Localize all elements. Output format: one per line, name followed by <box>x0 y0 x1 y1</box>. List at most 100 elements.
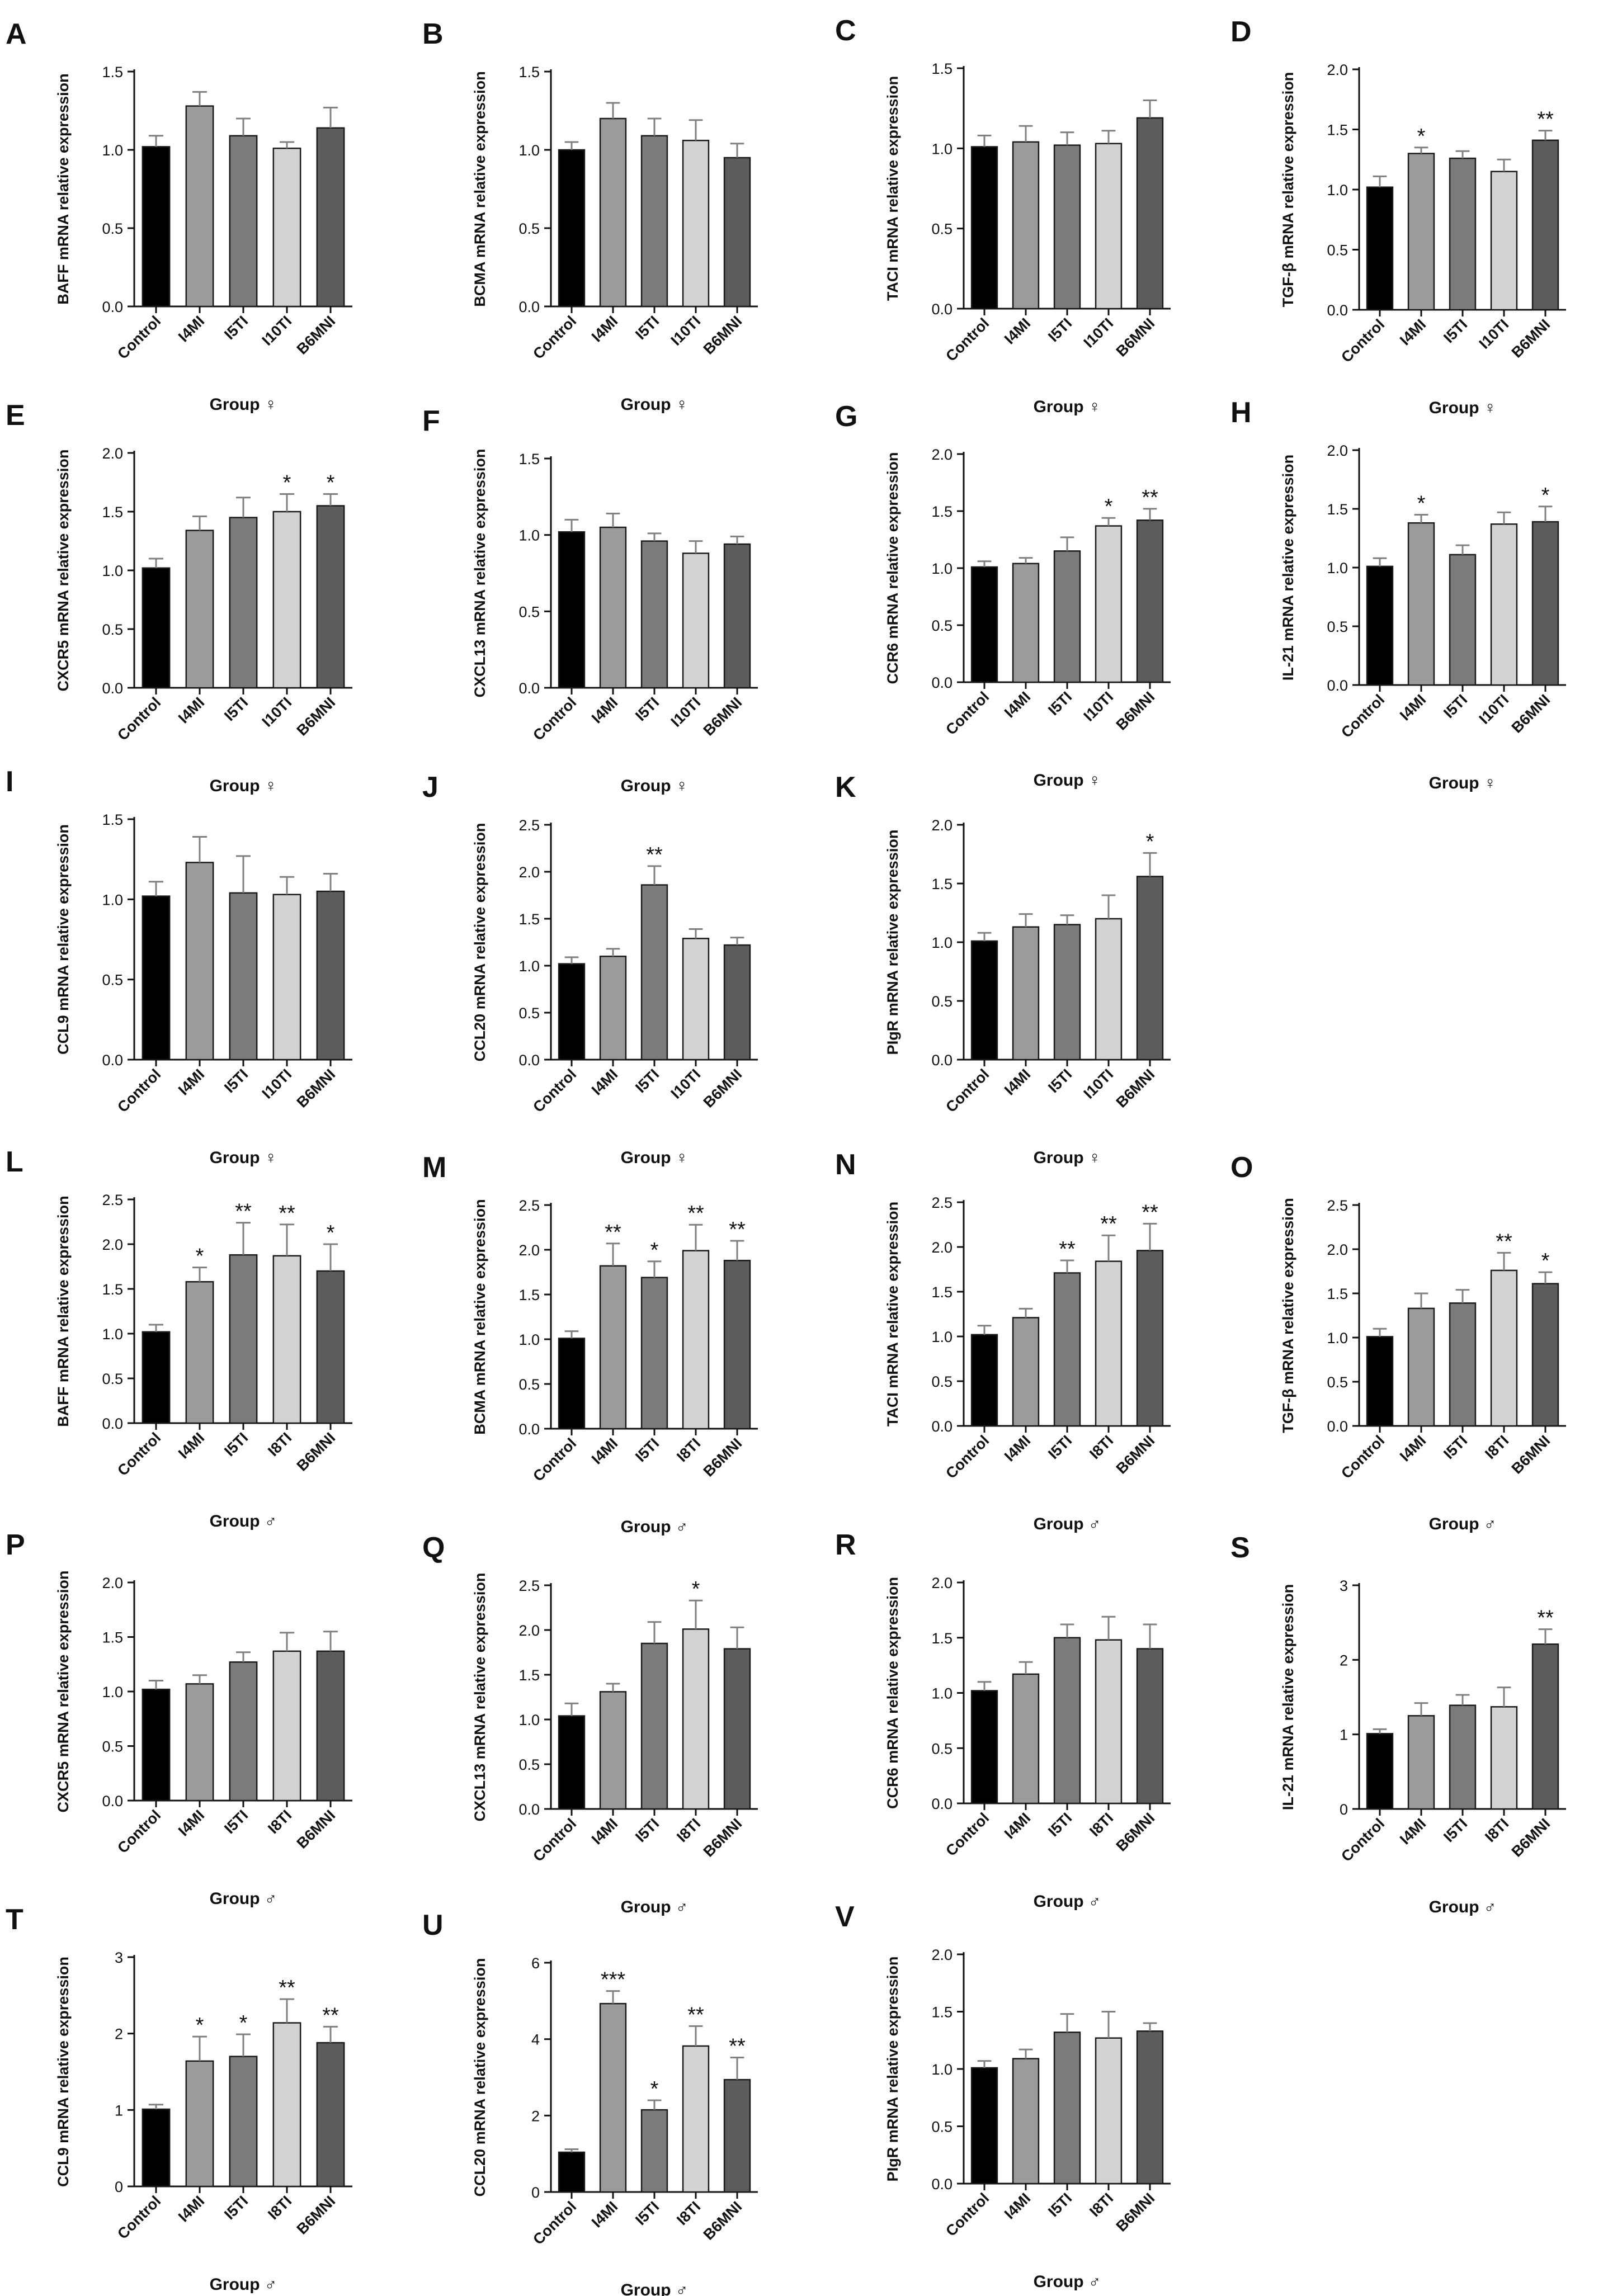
bar <box>229 1661 258 1802</box>
x-tick-label: B6MNI <box>294 1807 339 1852</box>
x-tick-label: B6MNI <box>294 313 339 358</box>
bar <box>1012 2058 1040 2185</box>
significance-marker: ** <box>687 2003 704 2026</box>
significance-marker: * <box>327 1221 335 1245</box>
y-tick-label: 2.0 <box>931 1239 953 1256</box>
y-tick-label: 1.5 <box>518 64 540 81</box>
y-tick-label: 2.0 <box>931 1947 953 1963</box>
bar <box>682 2045 710 2193</box>
x-tick-label: I10TI <box>668 313 704 349</box>
y-tick-label: 2.0 <box>1327 62 1348 78</box>
y-tick-label: 1.5 <box>102 1281 123 1298</box>
y-tick-label: 3 <box>115 1949 123 1966</box>
bar <box>640 135 668 308</box>
significance-marker: * <box>650 1239 659 1262</box>
y-tick-label: 1.5 <box>931 1630 953 1647</box>
y-axis-title: TACI mRNA relative expression <box>884 76 901 301</box>
x-tick-label: B6MNI <box>1113 315 1158 360</box>
bar <box>1136 1250 1164 1427</box>
x-tick-label: I4MI <box>588 2198 621 2231</box>
y-tick-label: 0.0 <box>1327 302 1348 319</box>
panel-label: R <box>835 1529 856 1561</box>
bar <box>1407 1307 1435 1427</box>
bar <box>1095 143 1123 310</box>
x-tick-label: Control <box>1338 1815 1388 1865</box>
bar <box>970 1334 998 1427</box>
bar <box>142 1331 171 1424</box>
y-tick-label: 1.5 <box>102 504 123 521</box>
x-axis-title: Group ♀ <box>1429 774 1497 792</box>
x-tick-label: I8TI <box>1086 2190 1116 2220</box>
panel-c: C 0.0 0.5 1.0 1.5 TACI mRNA relative expressi… <box>835 15 1171 416</box>
x-tick-label: B6MNI <box>1113 1810 1158 1855</box>
bar <box>599 955 627 1061</box>
x-axis-title: Group ♂ <box>1034 1892 1101 1911</box>
y-tick-label: 0.5 <box>102 621 123 638</box>
x-tick-label: I4MI <box>1001 2190 1034 2222</box>
panel-label: U <box>422 1909 444 1941</box>
bar <box>185 862 214 1061</box>
y-tick-label: 1.5 <box>931 876 953 892</box>
x-tick-label: Control <box>942 2190 992 2240</box>
x-axis-title: Group ♀ <box>621 1149 689 1167</box>
x-tick-label: Control <box>530 1066 579 1116</box>
y-axis-title: BCMA mRNA relative expression <box>471 71 488 306</box>
y-axis-title: BAFF mRNA relative expression <box>55 1196 72 1426</box>
x-tick-label: Control <box>942 1810 992 1859</box>
bar <box>1136 519 1164 683</box>
x-tick-label: I5TI <box>632 1066 662 1096</box>
y-tick-label: 1.0 <box>102 891 123 908</box>
y-tick-label: 1.0 <box>102 142 123 159</box>
bar <box>142 895 171 1061</box>
x-tick-label: Control <box>114 694 164 744</box>
y-tick-label: 0.0 <box>102 1415 123 1432</box>
x-tick-label: I10TI <box>1081 1066 1117 1102</box>
significance-marker: ** <box>1537 108 1554 131</box>
panel-label: B <box>422 18 444 50</box>
y-tick-label: 0.5 <box>1327 618 1348 635</box>
x-axis-title: Group ♀ <box>1034 1149 1101 1167</box>
bar <box>272 1650 301 1802</box>
y-tick-label: 0.0 <box>931 2176 953 2193</box>
x-tick-label: I4MI <box>1397 316 1429 348</box>
bar <box>272 894 301 1061</box>
x-tick-label: Control <box>530 313 579 362</box>
significance-marker: * <box>1105 495 1113 518</box>
y-tick-label: 0.5 <box>931 993 953 1010</box>
x-tick-label: B6MNI <box>1508 691 1554 736</box>
bar <box>1366 186 1394 311</box>
bar <box>1449 1704 1477 1810</box>
x-tick-label: I5TI <box>221 313 251 343</box>
y-tick-label: 2 <box>1340 1652 1348 1669</box>
y-tick-label: 1.0 <box>102 1684 123 1700</box>
x-tick-label: I4MI <box>1001 1066 1034 1098</box>
x-tick-label: I4MI <box>175 1807 208 1839</box>
bar <box>1490 1706 1518 1810</box>
bar <box>599 117 627 308</box>
y-tick-label: 0.0 <box>518 1801 540 1818</box>
panel-a: A 0.0 0.5 1.0 1.5 BAFF mRNA relative expressi… <box>6 18 352 414</box>
x-axis-title: Group ♀ <box>621 777 689 795</box>
x-tick-label: B6MNI <box>1508 1815 1554 1860</box>
y-tick-label: 6 <box>531 1955 540 1972</box>
bar <box>640 1642 668 1810</box>
y-tick-label: 1.5 <box>1327 501 1348 518</box>
x-tick-label: I4MI <box>588 1815 621 1848</box>
panel-r: R 0.0 0.5 1.0 1.5 2.0 CCR6 mRNA relative expre… <box>835 1529 1171 1911</box>
x-tick-label: I5TI <box>1045 2190 1075 2220</box>
bar <box>723 944 751 1061</box>
y-tick-label: 0.5 <box>931 221 953 238</box>
panel-label: I <box>6 766 13 798</box>
x-tick-label: Control <box>1338 316 1388 366</box>
significance-marker: * <box>196 1245 204 1268</box>
panel-p: P 0.0 0.5 1.0 1.5 2.0 CXCR5 mRNA relative expr… <box>6 1529 352 1908</box>
panel-d: D 0.0 0.5 1.0 1.5 2.0 TGF-β mRNA relative expr… <box>1230 16 1566 417</box>
x-axis-title: Group ♂ <box>621 1898 689 1916</box>
y-axis-title: CCL9 mRNA relative expression <box>55 824 72 1055</box>
x-tick-label: Control <box>114 2193 164 2242</box>
bar <box>1490 523 1518 686</box>
y-tick-label: 2.5 <box>102 1192 123 1208</box>
bar <box>558 149 586 308</box>
x-tick-label: Control <box>114 313 164 362</box>
y-tick-label: 1.5 <box>518 1667 540 1684</box>
